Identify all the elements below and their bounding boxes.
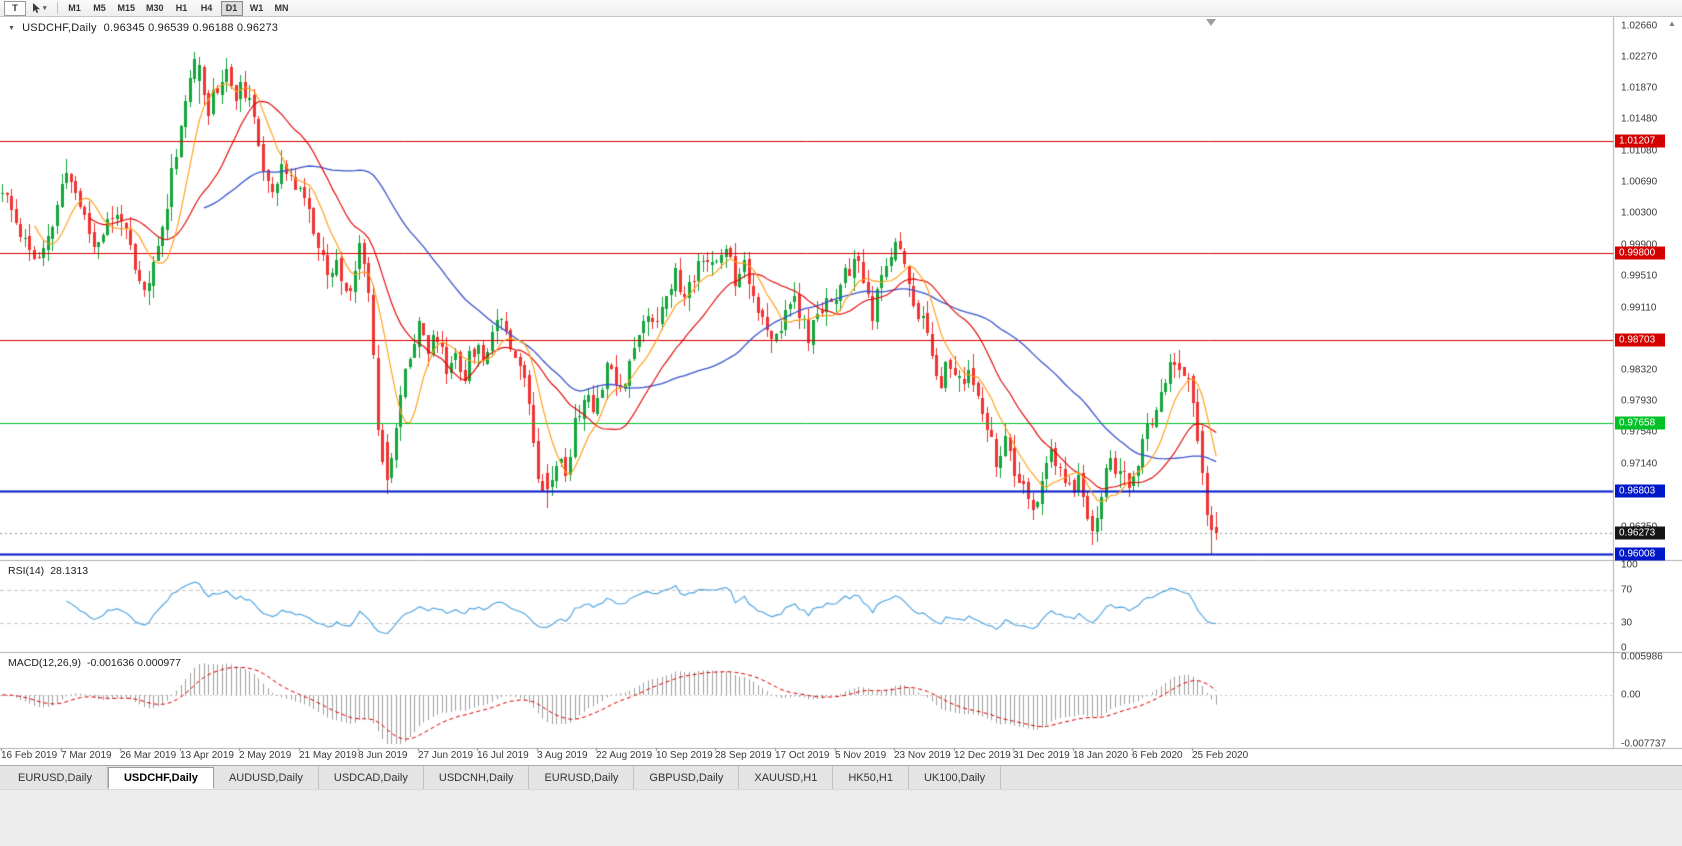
x-axis-date-label: 13 Apr 2019 [180,750,234,761]
cursor-icon [33,2,40,13]
y-axis-label: 1.02660 [1621,20,1658,32]
level-price-tag: 0.96803 [1615,484,1665,498]
x-axis-date-label: 28 Sep 2019 [715,750,772,761]
macd-scale-label: 0.00 [1621,689,1641,701]
timeframe-button-mn[interactable]: MN [274,2,289,13]
tab-audusd-daily[interactable]: AUDUSD,Daily [214,766,319,789]
text-tool-button[interactable]: T [4,0,26,16]
x-axis-date-label: 18 Jan 2020 [1073,750,1129,761]
timeframe-button-w1[interactable]: W1 [249,2,264,13]
level-price-tag: 0.98703 [1615,333,1665,347]
tab-usdcnh-daily[interactable]: USDCNH,Daily [424,766,530,789]
chart-ohlc-label: 0.96345 0.96539 0.96188 0.96273 [103,22,279,34]
rsi-scale-label: 0 [1621,642,1627,654]
y-axis-label: 0.97930 [1621,395,1658,407]
timeframe-button-m1[interactable]: M1 [68,2,81,13]
tab-eurusd-daily[interactable]: EURUSD,Daily [3,766,108,789]
x-axis-date-label: 27 Jun 2019 [418,750,474,761]
timeframe-button-m15[interactable]: M15 [117,2,136,13]
y-axis-label: 0.97540 [1621,426,1658,438]
x-axis-date-label: 31 Dec 2019 [1013,750,1070,761]
chart-symbol-label: USDCHF,Daily [22,22,97,34]
macd-indicator-label: MACD(12,26,9) -0.001636 0.000977 [8,657,181,669]
y-axis-label: 0.97140 [1621,458,1658,470]
timeframe-toolbar: M1 M5 M15 M30 H1 H4 D1 W1 MN [64,0,293,16]
timeframe-button-d1[interactable]: D1 [220,0,243,16]
x-axis-date-label: 5 Nov 2019 [835,750,887,761]
y-axis-label: 1.00690 [1621,176,1658,188]
cursor-tool-button[interactable]: ▾ [28,1,51,16]
rsi-name: RSI(14) [8,565,45,577]
macd-values: -0.001636 0.000977 [86,657,181,669]
rsi-scale-label: 30 [1621,617,1633,629]
chart-shift-marker-icon[interactable] [1206,19,1216,26]
x-axis-date-label: 26 Mar 2019 [120,750,177,761]
timeframe-button-h4[interactable]: H4 [200,2,213,13]
tab-xauusd-h1[interactable]: XAUUSD,H1 [739,766,834,789]
y-axis-label: 0.99900 [1621,239,1658,251]
macd-scale-label: 0.005986 [1621,651,1663,663]
scroll-up-icon[interactable]: ▲ [1668,19,1676,28]
rsi-scale-label: 100 [1621,559,1638,571]
y-axis-label: 0.99110 [1621,302,1657,314]
timeframe-button-m5[interactable]: M5 [93,2,106,13]
x-axis-date-label: 16 Jul 2019 [477,750,529,761]
tab-usdchf-daily[interactable]: USDCHF,Daily [107,767,214,789]
level-price-tag: 0.96008 [1615,547,1665,561]
dropdown-arrow-icon: ▾ [43,4,47,12]
window-tab-bar: EURUSD,Daily USDCHF,Daily AUDUSD,Daily USDC… [0,765,1682,789]
tab-uk100-daily[interactable]: UK100,Daily [909,766,1002,789]
x-axis-date-label: 25 Feb 2020 [1192,750,1249,761]
tab-eurusd-daily-2[interactable]: EURUSD,Daily [529,766,635,789]
x-axis-date-label: 2 May 2019 [239,750,292,761]
x-axis-date-label: 8 Jun 2019 [358,750,408,761]
chart-title: ▼ USDCHF,Daily 0.96345 0.96539 0.96188 0… [8,22,278,34]
toolbar-separator [56,2,58,14]
rsi-scale-label: 70 [1621,584,1633,596]
y-axis-label: 0.98320 [1621,364,1658,376]
x-axis-date-label: 16 Feb 2019 [1,750,58,761]
rsi-indicator-label: RSI(14) 28.1313 [8,565,88,577]
x-axis-date-label: 10 Sep 2019 [656,750,713,761]
chart-region: ▼ USDCHF,Daily 0.96345 0.96539 0.96188 0… [0,17,1682,765]
collapse-arrow-icon[interactable]: ▼ [8,24,16,32]
x-axis-date-label: 17 Oct 2019 [775,750,830,761]
x-axis-date-label: 21 May 2019 [299,750,357,761]
timeframe-button-m30[interactable]: M30 [146,2,164,13]
level-price-tag: 0.97658 [1615,416,1665,430]
y-axis-label: 1.01080 [1621,145,1658,157]
y-axis-label: 1.02270 [1621,51,1658,63]
tab-gbpusd-daily[interactable]: GBPUSD,Daily [634,766,740,789]
top-toolbar: T ▾ M1 M5 M15 M30 H1 H4 D1 W1 MN [0,0,1682,17]
y-axis-label: 1.01480 [1621,113,1658,125]
rsi-value: 28.1313 [50,565,89,577]
x-axis-date-label: 12 Dec 2019 [954,750,1011,761]
chart-canvas[interactable] [0,17,1682,765]
macd-scale-label: -0.007737 [1621,738,1667,750]
timeframe-button-h1[interactable]: H1 [175,2,188,13]
tab-usdcad-daily[interactable]: USDCAD,Daily [319,766,424,789]
bid-price-tag: 0.96273 [1615,526,1665,540]
y-axis-label: 1.01870 [1621,82,1658,94]
y-axis-label: 1.00300 [1621,207,1658,219]
status-area [0,789,1682,846]
x-axis-date-label: 22 Aug 2019 [596,750,653,761]
x-axis-date-label: 23 Nov 2019 [894,750,951,761]
y-axis-label: 0.99510 [1621,270,1658,282]
macd-name: MACD(12,26,9) [8,657,81,669]
x-axis-date-label: 6 Feb 2020 [1132,750,1183,761]
x-axis-date-label: 7 Mar 2019 [61,750,112,761]
tab-hk50-h1[interactable]: HK50,H1 [833,766,909,789]
x-axis-date-label: 3 Aug 2019 [537,750,588,761]
level-price-tag: 0.99800 [1615,246,1665,260]
level-price-tag: 1.01207 [1615,134,1665,148]
